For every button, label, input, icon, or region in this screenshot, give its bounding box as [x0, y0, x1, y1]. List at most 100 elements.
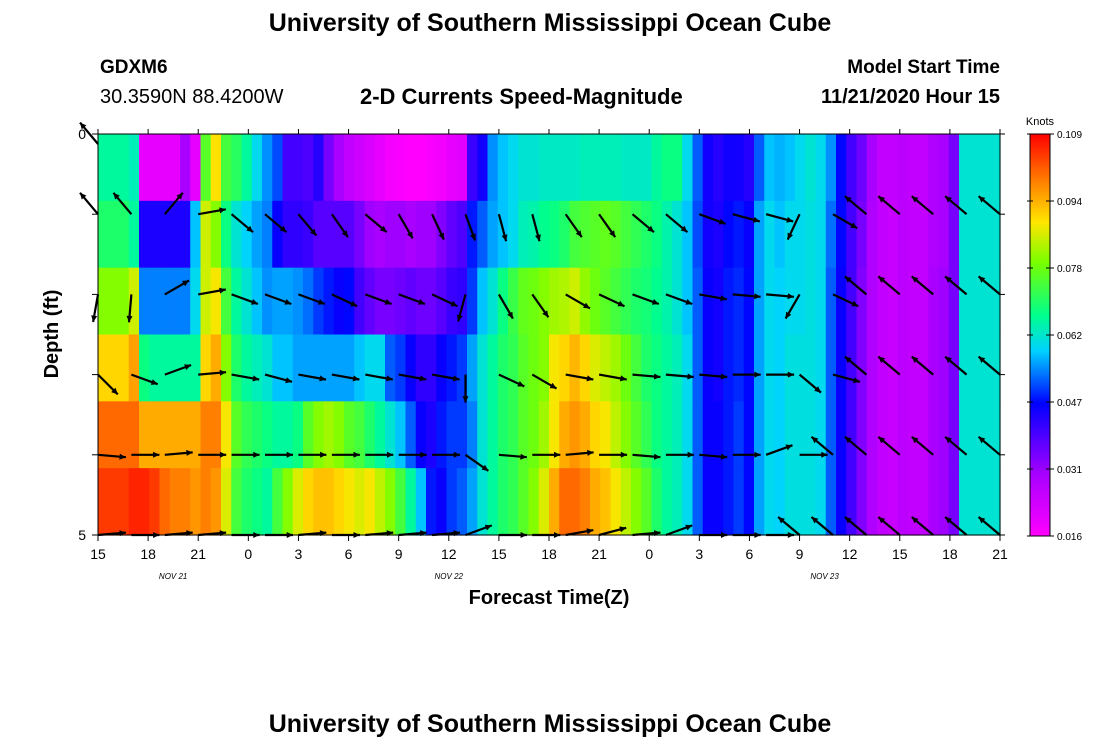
current-vector [198, 451, 227, 458]
current-vector [977, 195, 1001, 216]
heatmap-cell [395, 267, 407, 336]
x-tick-label: 6 [746, 546, 754, 562]
heatmap-cell [836, 267, 847, 336]
heatmap-cell [344, 334, 355, 402]
current-vector [766, 371, 795, 378]
heatmap-cell [456, 134, 468, 202]
heatmap-cell [948, 200, 960, 269]
heatmap-cell [559, 200, 571, 269]
heatmap-cell [98, 401, 109, 469]
heatmap-cell [918, 401, 929, 469]
heatmap-cell [743, 134, 755, 202]
heatmap-cell [938, 267, 950, 336]
heatmap-cell [221, 334, 232, 402]
heatmap-cell [774, 134, 786, 202]
heatmap-cell [159, 334, 171, 402]
heatmap-cell [897, 334, 909, 402]
heatmap-cell [446, 401, 458, 469]
heatmap-cell [374, 200, 386, 269]
heatmap-cell [846, 134, 858, 202]
heatmap-cell [405, 267, 417, 336]
heatmap-cell [723, 267, 735, 336]
heatmap-cell [815, 267, 827, 336]
heatmap-cell [938, 401, 950, 469]
heatmap-cell [866, 468, 878, 536]
heatmap-cell [149, 267, 161, 336]
heatmap-cell [723, 468, 735, 536]
heatmap-cell [897, 134, 909, 202]
current-vector [364, 213, 388, 234]
heatmap-cell [918, 200, 929, 269]
current-vector [665, 213, 689, 234]
current-vector [598, 373, 627, 382]
heatmap-cell [395, 200, 407, 269]
heatmap-cell [590, 401, 601, 469]
heatmap-cell [918, 334, 929, 402]
heatmap-cells [98, 134, 1001, 536]
x-tick-label: 21 [591, 546, 607, 562]
heatmap-cell [354, 267, 366, 336]
colorbar-tick-label: 0.016 [1057, 532, 1082, 543]
heatmap-cell [938, 134, 950, 202]
current-vector [298, 293, 326, 306]
heatmap-cell [600, 334, 612, 402]
heatmap-cell [825, 267, 837, 336]
heatmap-cell [784, 267, 796, 336]
current-vector [331, 451, 360, 458]
heatmap-cell [169, 200, 181, 269]
heatmap-cell [272, 401, 284, 469]
heatmap-cell [795, 401, 806, 469]
heatmap-cell [395, 401, 407, 469]
current-vector [531, 293, 550, 318]
heatmap-cell [631, 267, 642, 336]
heatmap-cell [866, 267, 878, 336]
heatmap-cell [754, 468, 765, 536]
heatmap-cell [979, 401, 991, 469]
current-vector [877, 355, 901, 376]
heatmap-cell [497, 134, 509, 202]
heatmap-cell [200, 401, 212, 469]
heatmap-cell [784, 134, 796, 202]
heatmap-cell [815, 200, 827, 269]
heatmap-cell [825, 200, 837, 269]
heatmap-cell [569, 200, 581, 269]
x-tick-label: 3 [695, 546, 703, 562]
model-start-value: 11/21/2020 Hour 15 [820, 86, 1000, 108]
current-vector [910, 355, 934, 376]
current-vector [699, 293, 728, 302]
heatmap-cell [374, 134, 386, 202]
heatmap-cell [241, 468, 253, 536]
current-vector [432, 451, 461, 458]
heatmap-cell [497, 401, 509, 469]
heatmap-cell [487, 401, 499, 469]
x-axis: 15 18 21 0 3 6 9 12 15 18 21 0 3 6 9 12 15 18 21 NOV 21 NOV … [90, 129, 1008, 581]
y-axis-label: Depth (ft) [41, 290, 63, 379]
heatmap-cell [672, 200, 683, 269]
x-tick-label: 21 [992, 546, 1008, 562]
heatmap-cell [590, 200, 601, 269]
heatmap-cell [221, 401, 232, 469]
heatmap-cell [354, 334, 366, 402]
current-vector [91, 294, 100, 323]
current-vector [665, 524, 693, 537]
y-tick-label: 0 [78, 126, 86, 142]
heatmap-cell [559, 334, 571, 402]
heatmap-cell [805, 401, 817, 469]
heatmap-cell [825, 134, 837, 202]
current-vector [784, 293, 801, 320]
chart-title: 2-D Currents Speed-Magnitude [360, 84, 683, 109]
heatmap-cell [754, 267, 765, 336]
heatmap-cell [528, 200, 540, 269]
heatmap-cell [702, 401, 714, 469]
heatmap-cell [631, 468, 642, 536]
heatmap-cell [487, 200, 499, 269]
heatmap-cell [989, 468, 1001, 536]
heatmap-cell [118, 200, 130, 269]
heatmap-cell [579, 401, 591, 469]
heatmap-cell [262, 334, 273, 402]
date-label: NOV 21 [159, 572, 187, 581]
current-vector [398, 293, 426, 306]
heatmap-cell [795, 267, 806, 336]
x-tick-label: 21 [190, 546, 206, 562]
heatmap-cell [733, 401, 745, 469]
